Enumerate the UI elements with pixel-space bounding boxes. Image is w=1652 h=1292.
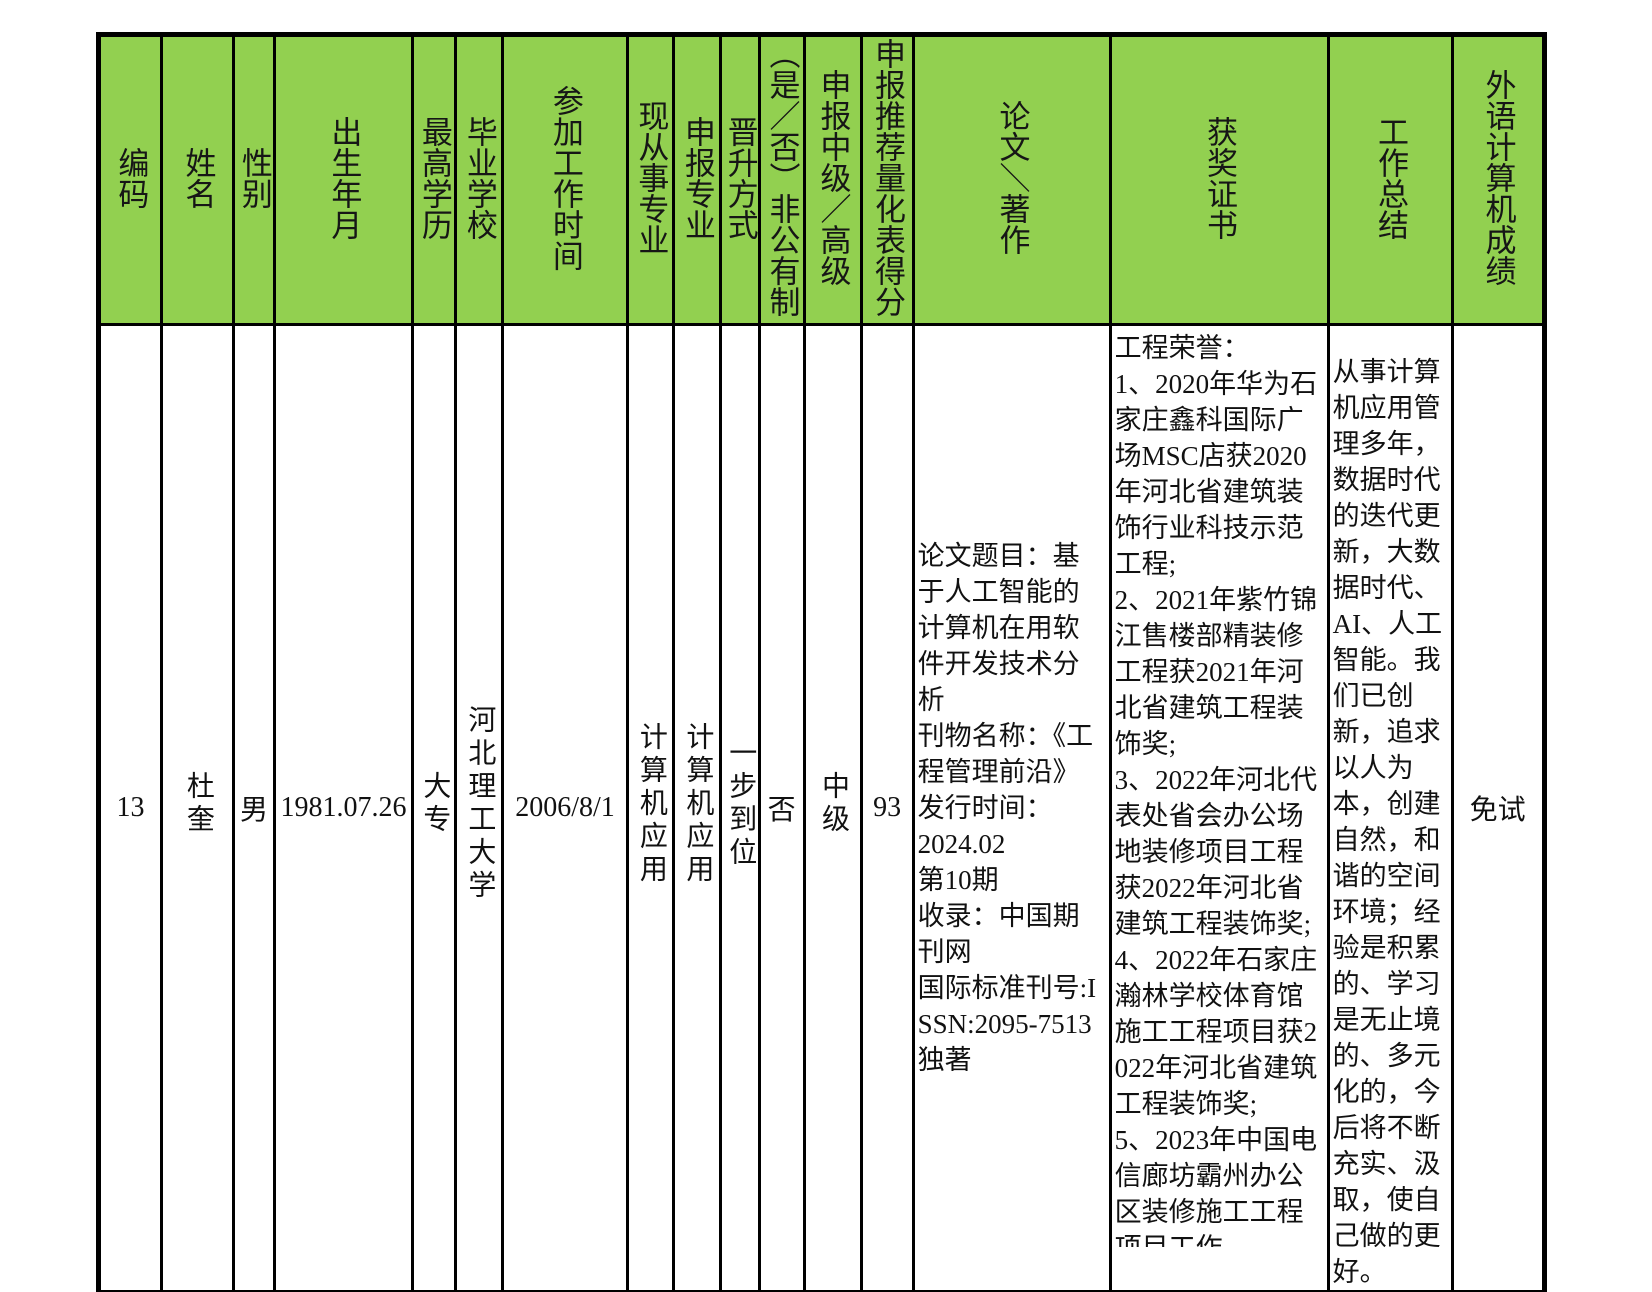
col-header-birth-date: 出生年月 — [273, 33, 414, 326]
cell-code: 13 — [97, 323, 163, 1292]
cell-promotion-method-value: 一步到位 — [725, 738, 757, 870]
cell-awards: 工程荣誉： 1、2020年华为石家庄鑫科国际广场MSC店获2020年河北省建筑装… — [1108, 323, 1330, 1292]
cell-language-computer-score-value: 免试 — [1469, 795, 1526, 826]
cell-name-value: 杜奎 — [182, 771, 214, 837]
cell-gender-value: 男 — [239, 795, 268, 826]
cell-recommendation-score-value: 93 — [873, 792, 902, 823]
data-row: 13 杜奎 男 1981.07.26 大专 河北理工大学 2006/8/1 计算… — [97, 323, 1546, 1292]
cell-work-summary-value: 从事计算机应用管理多年，数据时代的迭代更新，大数据时代、AI、人工智能。我们已创… — [1332, 357, 1443, 1287]
cell-highest-education: 大专 — [411, 323, 457, 1292]
cell-name: 杜奎 — [160, 323, 235, 1292]
cell-language-computer-score: 免试 — [1450, 323, 1546, 1292]
col-header-recommendation-score: 申报推荐量化表得分 — [859, 33, 915, 326]
col-header-language-computer-score: 外语计算机成绩 — [1450, 33, 1546, 326]
cell-declared-major: 计算机应用 — [672, 323, 722, 1292]
cell-papers-value: 论文题目：基于人工智能的计算机在用软件开发技术分析 刊物名称：《工程管理前沿》 … — [917, 541, 1097, 1075]
cell-work-summary: 从事计算机应用管理多年，数据时代的迭代更新，大数据时代、AI、人工智能。我们已创… — [1326, 323, 1454, 1292]
col-header-awards: 获奖证书 — [1108, 33, 1330, 326]
col-header-name: 姓名 — [160, 33, 235, 326]
col-header-current-major-label: 现从事专业 — [633, 100, 669, 255]
col-header-promotion-method-label: 晋升方式 — [722, 115, 758, 240]
col-header-promotion-method: 晋升方式 — [719, 33, 761, 326]
cell-graduation-school-value: 河北理工大学 — [464, 705, 496, 903]
cell-work-start-time-value: 2006/8/1 — [515, 792, 615, 823]
cell-awards-value: 工程荣誉： 1、2020年华为石家庄鑫科国际广场MSC店获2020年河北省建筑装… — [1114, 333, 1318, 1247]
cell-work-start-time: 2006/8/1 — [501, 323, 629, 1292]
col-header-graduation-school-label: 毕业学校 — [461, 115, 497, 240]
cell-graduation-school: 河北理工大学 — [454, 323, 504, 1292]
col-header-papers-label: 论文＼著作 — [994, 100, 1030, 255]
col-header-current-major: 现从事专业 — [626, 33, 675, 326]
col-header-code: 编码 — [97, 33, 163, 326]
cell-papers: 论文题目：基于人工智能的计算机在用软件开发技术分析 刊物名称：《工程管理前沿》 … — [911, 323, 1112, 1292]
col-header-highest-education-label: 最高学历 — [416, 115, 452, 240]
col-header-graduation-school: 毕业学校 — [454, 33, 504, 326]
col-header-declared-level-label: 申报中级／高级 — [815, 69, 851, 286]
col-header-work-start-time: 参加工作时间 — [501, 33, 629, 326]
col-header-gender: 性别 — [232, 33, 276, 326]
col-header-recommendation-score-label: 申报推荐量化表得分 — [869, 38, 905, 317]
cell-birth-date-value: 1981.07.26 — [280, 792, 407, 823]
col-header-non-public: （是／否）非公有制 — [757, 33, 806, 326]
cell-recommendation-score: 93 — [859, 323, 915, 1292]
cell-promotion-method: 一步到位 — [719, 323, 761, 1292]
col-header-work-summary: 工作总结 — [1326, 33, 1454, 326]
col-header-awards-label: 获奖证书 — [1201, 115, 1237, 240]
col-header-language-computer-score-label: 外语计算机成绩 — [1480, 69, 1516, 286]
cell-birth-date: 1981.07.26 — [273, 323, 414, 1292]
col-header-work-start-time-label: 参加工作时间 — [547, 84, 583, 271]
col-header-highest-education: 最高学历 — [411, 33, 457, 326]
col-header-gender-label: 性别 — [236, 146, 272, 209]
cell-declared-major-value: 计算机应用 — [682, 721, 714, 887]
col-header-papers: 论文＼著作 — [911, 33, 1112, 326]
header-row: 编码 姓名 性别 出生年月 最高学历 毕业学校 参加工作时间 现从事专业 申报专… — [97, 33, 1546, 326]
col-header-work-summary-label: 工作总结 — [1372, 115, 1408, 240]
cell-gender: 男 — [232, 323, 276, 1292]
col-header-declared-major-label: 申报专业 — [679, 115, 715, 240]
cell-awards-clip: 工程荣誉： 1、2020年华为石家庄鑫科国际广场MSC店获2020年河北省建筑装… — [1113, 328, 1325, 1247]
cell-current-major-value: 计算机应用 — [635, 721, 667, 887]
col-header-declared-level: 申报中级／高级 — [802, 33, 863, 326]
col-header-code-label: 编码 — [113, 146, 149, 209]
cell-declared-level: 中级 — [802, 323, 863, 1292]
cell-code-value: 13 — [116, 792, 145, 823]
cell-current-major: 计算机应用 — [626, 323, 675, 1292]
col-header-name-label: 姓名 — [180, 146, 216, 209]
cell-non-public-value: 否 — [767, 795, 796, 826]
col-header-declared-major: 申报专业 — [672, 33, 722, 326]
cell-declared-level-value: 中级 — [818, 771, 850, 837]
cell-highest-education-value: 大专 — [419, 771, 451, 837]
personnel-evaluation-table: 编码 姓名 性别 出生年月 最高学历 毕业学校 参加工作时间 现从事专业 申报专… — [96, 32, 1547, 1292]
cell-non-public: 否 — [757, 323, 806, 1292]
col-header-non-public-label: （是／否）非公有制 — [764, 38, 800, 317]
col-header-birth-date-label: 出生年月 — [326, 115, 362, 240]
